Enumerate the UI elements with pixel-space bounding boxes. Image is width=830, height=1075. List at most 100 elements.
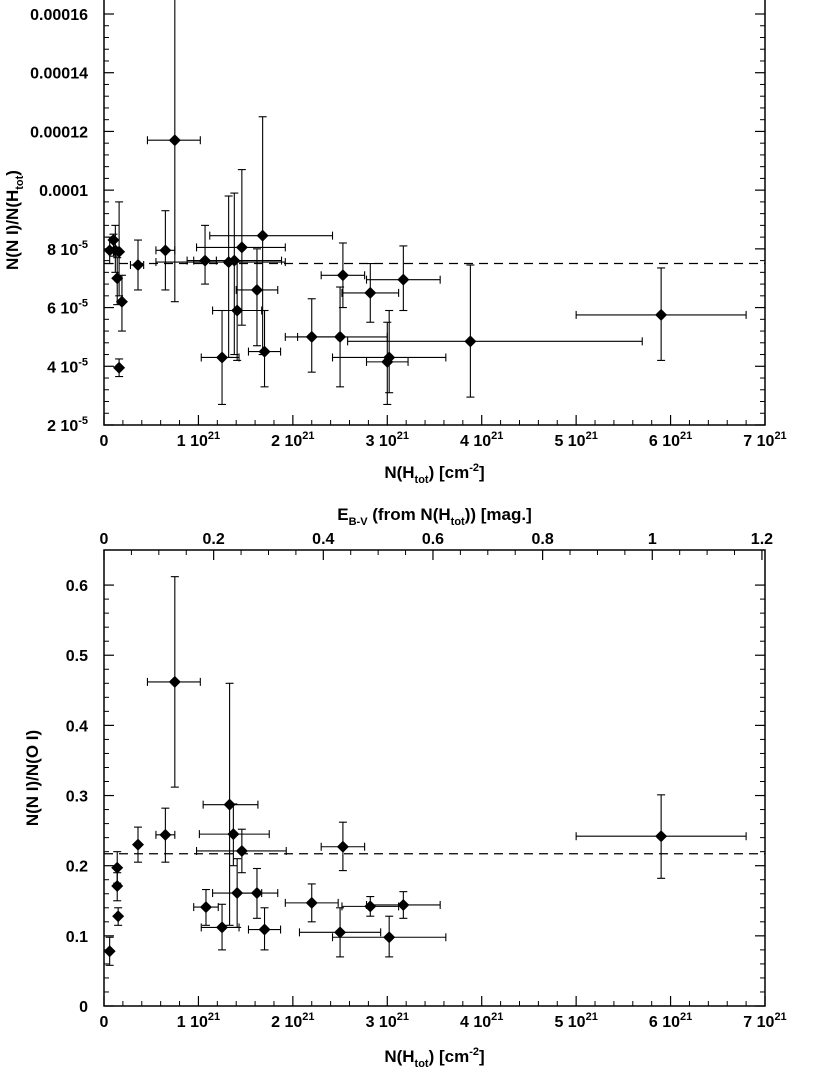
data-point [155, 807, 176, 863]
data-point [202, 682, 259, 926]
x-axis-label: N(Htot) [cm-2] [384, 462, 484, 486]
data-point [131, 826, 144, 863]
data-point [247, 907, 282, 951]
data-point [284, 883, 339, 923]
data-point [113, 358, 126, 378]
data-point [320, 242, 366, 309]
data-point [146, 576, 201, 788]
diamond-marker [305, 896, 318, 909]
top-tick-label: 1 [648, 531, 657, 548]
diamond-marker [258, 345, 271, 358]
y-tick-label: 0.4 [66, 718, 88, 735]
top-tick-label: 0.2 [203, 531, 225, 548]
diamond-marker [216, 921, 229, 934]
data-point [247, 309, 282, 388]
diamond-marker [364, 900, 377, 913]
y-tick-label: 0.00016 [30, 7, 88, 24]
x-tick-label: 1 1021 [177, 430, 220, 450]
diamond-marker [216, 351, 229, 364]
diamond-marker [113, 361, 126, 374]
diamond-marker [336, 269, 349, 282]
diamond-marker [131, 259, 144, 272]
data-point [347, 264, 643, 398]
x-tick-label: 3 1021 [366, 430, 409, 450]
diamond-marker [159, 244, 172, 257]
diamond-marker [111, 861, 124, 874]
diamond-marker [397, 273, 410, 286]
y-tick-label: 0.1 [66, 929, 88, 946]
data-point [341, 896, 400, 917]
x-tick-label: 2 1021 [271, 1011, 314, 1031]
y-tick-label: 0 [79, 999, 88, 1016]
panel-bottom-nitrogen-oxygen: 0 1 1021 2 1021 3 1021 4 1021 5 1021 6 1021 7 1… [23, 505, 787, 1070]
data-point [298, 907, 382, 958]
data-series [104, 0, 747, 406]
plot-frame [103, 549, 766, 1007]
diamond-marker [113, 245, 126, 258]
diamond-marker [655, 308, 668, 321]
diamond-marker [464, 335, 477, 348]
diamond-marker [336, 840, 349, 853]
x-tick-label: 5 1021 [554, 430, 597, 450]
y-tick-label: 0.3 [66, 789, 88, 806]
data-point [235, 867, 279, 919]
top-tick-label: 1.2 [751, 531, 773, 548]
diamond-marker [383, 931, 396, 944]
data-point [365, 321, 409, 406]
data-point [115, 274, 128, 332]
data-point [198, 803, 270, 867]
diamond-marker [168, 675, 181, 688]
y-tick-label: 6 10-5 [47, 298, 88, 318]
diamond-marker [235, 844, 248, 857]
x-tick-label: 1 1021 [177, 1011, 220, 1031]
x-tick-label: 7 1021 [743, 430, 786, 450]
diamond-marker [250, 887, 263, 900]
y-tick-label: 0.00012 [30, 124, 88, 141]
data-series [104, 576, 747, 966]
diamond-marker [235, 241, 248, 254]
diamond-marker [107, 234, 120, 247]
y-tick-label: 8 10-5 [47, 239, 88, 259]
diamond-marker [159, 828, 172, 841]
top-tick-label: 0.6 [422, 531, 444, 548]
x-tick-label: 5 1021 [554, 1011, 597, 1031]
top-tick-label: 0.8 [531, 531, 553, 548]
data-point [195, 169, 286, 326]
diamond-marker [334, 330, 347, 343]
plot-frame [103, 0, 766, 426]
y-axis-label: N(N I)/N(Htot) [3, 170, 26, 270]
top-tick-label: 0 [100, 531, 109, 548]
data-point [365, 891, 441, 919]
diamond-marker [256, 229, 269, 242]
data-point [193, 888, 219, 926]
data-point [575, 794, 747, 879]
diamond-marker [250, 283, 263, 296]
data-point [195, 828, 287, 874]
x-tick-label: 4 1021 [460, 430, 503, 450]
data-point [331, 915, 447, 958]
top-tick-label: 0.4 [312, 531, 334, 548]
data-point [365, 245, 441, 312]
y-tick-label: 4 10-5 [47, 356, 88, 376]
y-tick-label: 0.6 [66, 578, 88, 595]
y-tick-label: 2 10-5 [47, 415, 88, 435]
diamond-marker [258, 923, 271, 936]
data-point [200, 309, 240, 406]
diamond-marker [397, 898, 410, 911]
data-point [209, 116, 334, 356]
data-point [193, 224, 217, 285]
x-tick-label: 0 [100, 1014, 109, 1031]
data-point [104, 936, 116, 966]
diamond-marker [231, 304, 244, 317]
diamond-marker [227, 828, 240, 841]
y-tick-label: 0.0001 [39, 183, 88, 200]
top-axis-label: EB-V (from N(Htot)) [mag.] [337, 505, 532, 528]
diamond-marker [111, 880, 124, 893]
panel-top-nitrogen-hydrogen: 0 1 1021 2 1021 3 1021 4 1021 5 1021 6 1021 7 1… [3, 0, 787, 486]
diamond-marker [655, 830, 668, 843]
data-point [575, 267, 747, 361]
data-point [320, 821, 366, 872]
diamond-marker [383, 351, 396, 364]
data-point [212, 260, 263, 361]
